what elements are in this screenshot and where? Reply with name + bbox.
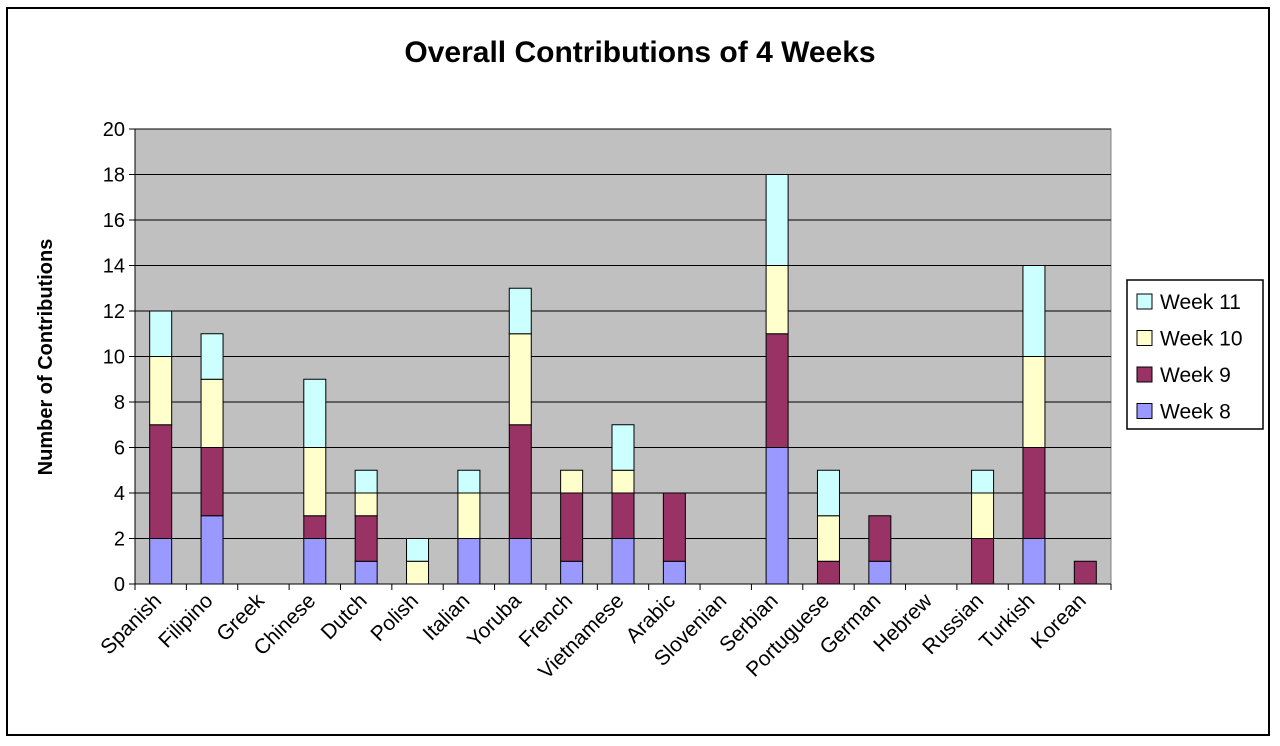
- bar-segment: [200, 333, 224, 380]
- y-tick-label: 4: [114, 483, 125, 505]
- bar-segment: [457, 492, 481, 539]
- bar-segment: [1022, 356, 1046, 448]
- bar-segment: [149, 356, 173, 426]
- bars: [149, 174, 1097, 585]
- bar-segment: [868, 515, 892, 562]
- x-tick-label: Filipino: [154, 589, 217, 652]
- bar-segment: [971, 492, 995, 539]
- y-tick-label: 6: [114, 438, 125, 460]
- x-tick-label: Dutch: [317, 589, 372, 644]
- legend-swatch: [1136, 366, 1153, 383]
- y-axis: 0 2 4 6 8 10 12 14 16 18 20: [103, 119, 136, 596]
- x-axis: SpanishFilipinoGreekChineseDutchPolishIt…: [96, 583, 1112, 684]
- bar-segment: [1022, 265, 1046, 357]
- bar-segment: [611, 492, 635, 539]
- bar-segment: [971, 469, 995, 494]
- bar-segment: [611, 538, 635, 585]
- x-tick-label: Yoruba: [463, 589, 526, 652]
- bar-segment: [765, 333, 789, 448]
- bar-segment: [354, 492, 378, 517]
- bar-segment: [303, 538, 327, 585]
- bar-segment: [508, 287, 532, 335]
- bar-segment: [200, 515, 224, 585]
- bar-segment: [149, 424, 173, 539]
- bar-segment: [662, 560, 686, 585]
- x-tick-label: Korean: [1027, 589, 1091, 653]
- bar-segment: [816, 560, 840, 585]
- bar-segment: [816, 469, 840, 517]
- bar-segment: [560, 560, 584, 585]
- legend-swatch: [1136, 330, 1153, 346]
- bar-segment: [149, 310, 173, 357]
- legend-swatch: [1136, 403, 1153, 419]
- legend-label: Week 11: [1160, 291, 1241, 314]
- bar-segment: [457, 469, 481, 494]
- y-tick-label: 14: [103, 256, 125, 278]
- y-tick-label: 0: [114, 574, 125, 596]
- x-tick-label: Spanish: [96, 589, 166, 659]
- bar-segment: [303, 515, 327, 539]
- chart-title: Overall Contributions of 4 Weeks: [404, 36, 875, 69]
- bar-segment: [1022, 447, 1046, 539]
- bar-segment: [354, 469, 378, 494]
- bar-segment: [765, 265, 789, 335]
- legend-label: Week 10: [1160, 328, 1243, 351]
- bar-segment: [354, 515, 378, 562]
- bar-segment: [765, 174, 789, 266]
- bar-segment: [662, 492, 686, 562]
- bar-segment: [1073, 560, 1097, 585]
- bar-segment: [971, 538, 995, 585]
- bar-segment: [406, 560, 430, 585]
- legend: Week 11 Week 10 Week 9 Week 8: [1126, 279, 1264, 430]
- legend-swatch: [1136, 293, 1153, 310]
- bar-segment: [611, 424, 635, 471]
- bar-segment: [868, 560, 892, 585]
- bar-segment: [611, 469, 635, 494]
- x-tick-label: Turkish: [975, 589, 1039, 653]
- bar-segment: [560, 492, 584, 562]
- y-tick-label: 16: [103, 210, 125, 232]
- bar-segment: [457, 538, 481, 585]
- x-tick-label: Polish: [366, 589, 423, 646]
- y-tick-label: 10: [103, 347, 125, 369]
- legend-label: Week 9: [1160, 364, 1231, 387]
- legend-label: Week 8: [1160, 401, 1231, 424]
- y-tick-label: 18: [103, 165, 125, 187]
- bar-segment: [200, 378, 224, 448]
- bar-segment: [508, 538, 532, 585]
- bar-segment: [1022, 538, 1046, 585]
- y-tick-label: 20: [103, 119, 125, 141]
- bar-segment: [765, 447, 789, 585]
- bar-segment: [508, 424, 532, 539]
- bar-segment: [354, 560, 378, 585]
- bar-segment: [200, 447, 224, 517]
- y-tick-label: 2: [114, 529, 125, 551]
- bar-segment: [508, 333, 532, 426]
- y-tick-label: 8: [114, 392, 125, 414]
- bar-segment: [816, 515, 840, 562]
- y-tick-label: 12: [103, 301, 125, 323]
- bar-segment: [560, 469, 584, 494]
- bar-segment: [303, 378, 327, 448]
- y-axis-label: Number of Contributions: [35, 239, 57, 476]
- bar-segment: [303, 447, 327, 517]
- bar-segment: [406, 538, 430, 562]
- bar-segment: [149, 538, 173, 585]
